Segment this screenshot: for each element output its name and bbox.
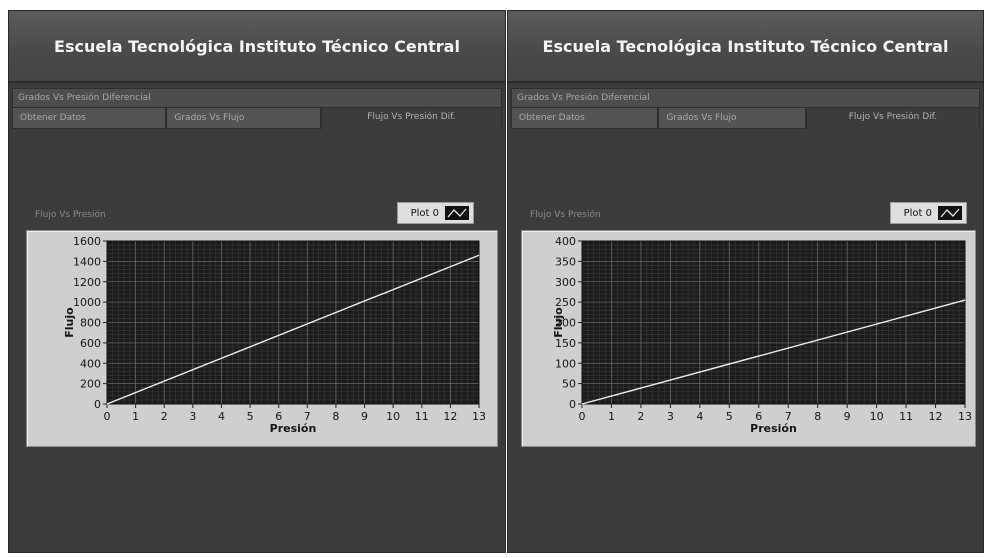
x-tick-label: 4 (218, 410, 225, 423)
y-tick-label: 1600 (73, 235, 101, 248)
x-tick-label: 1 (608, 410, 615, 423)
x-tick-label: 9 (844, 410, 851, 423)
plot-style-icon (938, 206, 962, 220)
x-tick-label: 12 (443, 410, 457, 423)
y-tick-label: 400 (80, 357, 101, 370)
plot-legend[interactable]: Plot 0 (890, 202, 967, 224)
legend-label: Plot 0 (903, 207, 932, 219)
tab-flujo-vs-presion[interactable]: Flujo Vs Presión Dif. (805, 107, 981, 129)
legend-label: Plot 0 (410, 207, 439, 219)
tab-obtener-datos[interactable]: Obtener Datos (12, 107, 167, 129)
series-line (581, 299, 966, 405)
y-tick-label: 1000 (73, 296, 101, 309)
y-tick-label: 0 (94, 398, 101, 411)
plot-legend[interactable]: Plot 0 (397, 202, 474, 224)
plot-style-icon (445, 206, 469, 220)
tab-grados-vs-presion[interactable]: Grados Vs Presión Diferencial (511, 88, 980, 107)
y-axis-title: Flujo (63, 307, 76, 338)
x-tick-label: 8 (332, 410, 339, 423)
tab-grados-vs-flujo[interactable]: Grados Vs Flujo (166, 107, 321, 129)
x-tick-label: 5 (726, 410, 733, 423)
plot-border (581, 240, 966, 405)
graph-label: Flujo Vs Presión (530, 210, 601, 220)
y-tick-label: 1200 (73, 276, 101, 289)
y-tick-label: 0 (569, 398, 576, 411)
x-tick-label: 6 (275, 410, 282, 423)
y-tick-label: 50 (562, 378, 576, 391)
series-line (106, 254, 480, 405)
x-tick-label: 5 (247, 410, 254, 423)
chart-svg: 0 1 2 3 4 5 6 7 8 9 10 11 12 130200400600800100012001… (63, 235, 486, 435)
tab-row: Obtener Datos Grados Vs Flujo Flujo Vs P… (511, 107, 981, 129)
tab-row: Obtener Datos Grados Vs Flujo Flujo Vs P… (12, 107, 502, 129)
x-tick-label: 0 (104, 410, 111, 423)
y-tick-label: 400 (555, 235, 576, 248)
x-tick-label: 4 (696, 410, 703, 423)
plot-border (106, 240, 480, 405)
title-bar: Escuela Tecnológica Instituto Técnico Ce… (9, 11, 505, 83)
title-bar: Escuela Tecnológica Instituto Técnico Ce… (508, 11, 983, 83)
x-tick-label: 12 (929, 410, 943, 423)
x-tick-label: 7 (304, 410, 311, 423)
y-tick-label: 1400 (73, 255, 101, 268)
x-tick-label: 2 (637, 410, 644, 423)
y-tick-label: 350 (555, 255, 576, 268)
y-tick-label: 150 (555, 337, 576, 350)
tab-grados-vs-presion[interactable]: Grados Vs Presión Diferencial (12, 88, 502, 107)
x-tick-label: 13 (472, 410, 486, 423)
chart-svg: 0 1 2 3 4 5 6 7 8 9 10 11 12 130501001502002503003504… (552, 235, 972, 435)
x-tick-label: 11 (899, 410, 913, 423)
y-tick-label: 250 (555, 296, 576, 309)
y-tick-label: 600 (80, 337, 101, 350)
x-tick-label: 11 (415, 410, 429, 423)
waveform-graph[interactable]: 0 1 2 3 4 5 6 7 8 9 10 11 12 13 0 50 100 150 200 250 300 350 4… (521, 230, 976, 447)
x-tick-label: 9 (361, 410, 368, 423)
x-tick-label: 10 (870, 410, 884, 423)
tab-obtener-datos[interactable]: Obtener Datos (511, 107, 659, 129)
vi-panel-left: Escuela Tecnológica Instituto Técnico Ce… (8, 10, 506, 553)
x-tick-label: 3 (189, 410, 196, 423)
waveform-graph[interactable]: 0 1 2 3 4 5 6 7 8 9 10 11 12 13 0 200 400 600 800 1000 1200 1… (26, 230, 498, 447)
vi-panel-right: Escuela Tecnológica Instituto Técnico Ce… (507, 10, 984, 553)
x-tick-label: 8 (814, 410, 821, 423)
panel-title: Escuela Tecnológica Instituto Técnico Ce… (54, 36, 460, 56)
y-tick-label: 200 (80, 378, 101, 391)
x-tick-label: 10 (386, 410, 400, 423)
x-tick-label: 1 (132, 410, 139, 423)
y-tick-label: 800 (80, 317, 101, 330)
tab-grados-vs-flujo[interactable]: Grados Vs Flujo (658, 107, 806, 129)
x-axis-title: Presión (270, 422, 317, 435)
x-tick-label: 6 (755, 410, 762, 423)
x-tick-label: 0 (579, 410, 586, 423)
y-tick-label: 100 (555, 357, 576, 370)
x-tick-label: 7 (785, 410, 792, 423)
y-tick-label: 200 (555, 317, 576, 330)
y-tick-label: 300 (555, 276, 576, 289)
x-axis-title: Presión (750, 422, 797, 435)
x-tick-label: 13 (958, 410, 972, 423)
tab-flujo-vs-presion[interactable]: Flujo Vs Presión Dif. (320, 107, 502, 129)
y-axis-title: Flujo (552, 307, 565, 338)
x-tick-label: 2 (161, 410, 168, 423)
graph-label: Flujo Vs Presión (35, 210, 106, 220)
x-tick-label: 3 (667, 410, 674, 423)
panel-title: Escuela Tecnológica Instituto Técnico Ce… (542, 36, 949, 56)
